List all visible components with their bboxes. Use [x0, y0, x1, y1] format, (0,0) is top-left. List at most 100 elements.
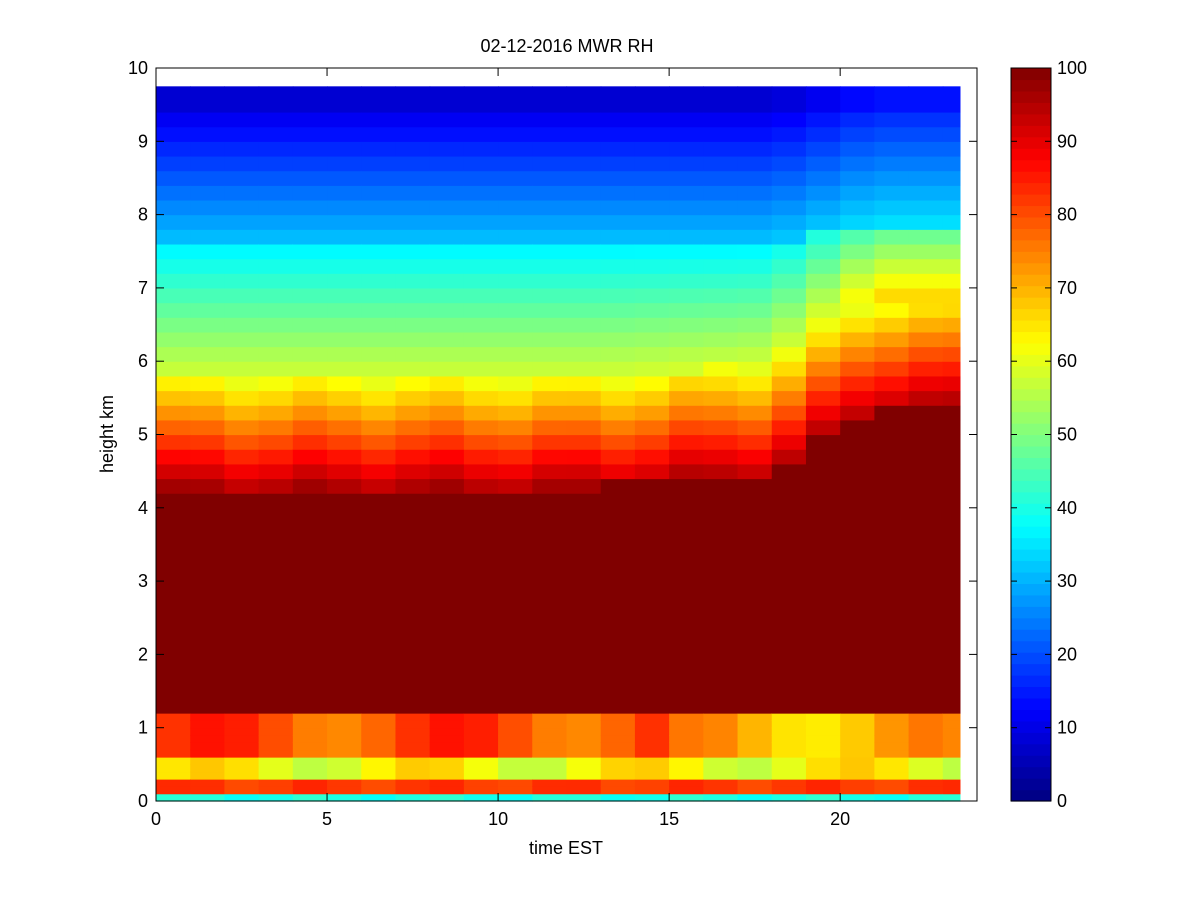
heatmap-cell [737, 449, 773, 465]
heatmap-cell [258, 258, 294, 274]
heatmap-cell [156, 727, 191, 736]
heatmap-cell [703, 478, 739, 494]
heatmap-cell [327, 757, 362, 765]
heatmap-cell [258, 405, 294, 421]
heatmap-cell [429, 727, 465, 736]
heatmap-cell [395, 111, 431, 128]
colorbar-segment [1011, 526, 1051, 539]
heatmap-cell [634, 727, 670, 736]
heatmap-cell [908, 273, 944, 289]
heatmap-cell [258, 346, 294, 362]
heatmap-cell [327, 434, 362, 450]
heatmap-cell [908, 199, 944, 216]
heatmap-cell [566, 126, 602, 142]
heatmap-cell [874, 727, 910, 736]
heatmap-cell [908, 727, 944, 736]
heatmap-cell [498, 317, 533, 333]
heatmap-cell [190, 126, 226, 142]
heatmap-cell [463, 229, 499, 245]
heatmap-cell [840, 214, 875, 230]
heatmap-cell [327, 229, 362, 245]
heatmap-cell [532, 617, 568, 655]
heatmap-cell [395, 735, 431, 743]
heatmap-cell [327, 749, 362, 758]
heatmap-cell [190, 654, 226, 692]
heatmap-cell [224, 390, 260, 406]
heatmap-cell [669, 229, 704, 245]
colorbar-segment [1011, 205, 1051, 218]
heatmap-cell [703, 793, 739, 802]
heatmap-cell [908, 229, 944, 245]
heatmap-cell [634, 287, 670, 304]
heatmap-cell [532, 346, 568, 362]
heatmap-cell [156, 141, 191, 157]
heatmap-cell [156, 449, 191, 465]
heatmap-cell [361, 713, 397, 721]
heatmap-cell [566, 155, 602, 172]
heatmap-cell [805, 742, 841, 751]
heatmap-cell [463, 419, 499, 436]
heatmap-cell [908, 141, 944, 157]
heatmap-cell [600, 742, 636, 751]
heatmap-cell [190, 214, 226, 230]
heatmap-cell [395, 779, 431, 787]
heatmap-cell [669, 720, 704, 729]
heatmap-cell [942, 786, 961, 795]
heatmap-cell [669, 463, 704, 480]
heatmap-cell [361, 155, 397, 172]
heatmap-cell [942, 713, 961, 721]
heatmap-cell [156, 346, 191, 362]
heatmap-cell [463, 749, 499, 758]
heatmap-cell [942, 493, 961, 509]
colorbar-segment [1011, 468, 1051, 481]
colorbar-segment [1011, 709, 1051, 722]
y-tick-label: 6 [138, 351, 148, 371]
heatmap-cell [429, 742, 465, 751]
heatmap-cell [634, 771, 670, 780]
heatmap-cell [156, 793, 191, 802]
heatmap-cell [805, 141, 841, 157]
heatmap-cell [737, 243, 773, 260]
heatmap-cell [840, 449, 875, 465]
heatmap-cell [600, 727, 636, 736]
heatmap-cell [156, 478, 191, 494]
heatmap-cell [327, 764, 362, 773]
heatmap-cell [498, 742, 533, 751]
heatmap-cell [737, 544, 773, 582]
heatmap-cell [874, 361, 910, 377]
heatmap-cell [908, 742, 944, 751]
heatmap-cell [327, 735, 362, 743]
heatmap-cell [942, 126, 961, 142]
heatmap-cell [429, 141, 465, 157]
heatmap-cell [805, 544, 841, 582]
heatmap-cell [805, 463, 841, 480]
heatmap-cell [566, 170, 602, 186]
heatmap-cell [429, 243, 465, 260]
colorbar-segment [1011, 285, 1051, 298]
heatmap-cell [874, 229, 910, 245]
heatmap-cell [771, 214, 807, 230]
heatmap-cell [771, 463, 807, 480]
heatmap-cell [498, 390, 533, 406]
heatmap-cell [498, 434, 533, 450]
heatmap-cell [600, 141, 636, 157]
heatmap-cell [395, 771, 431, 780]
heatmap-cell [703, 434, 739, 450]
colorbar-segment [1011, 755, 1051, 768]
heatmap-cell [703, 507, 739, 546]
heatmap-cell [190, 749, 226, 758]
heatmap-cell [840, 713, 875, 721]
y-tick-label: 2 [138, 644, 148, 664]
heatmap-cell [634, 141, 670, 157]
colorbar-segment [1011, 216, 1051, 229]
heatmap-cell [258, 581, 294, 619]
heatmap-cell [532, 390, 568, 406]
colorbar-segment [1011, 136, 1051, 149]
heatmap-cell [566, 287, 602, 304]
heatmap-cell [429, 434, 465, 450]
colorbar-segment [1011, 663, 1051, 676]
heatmap-cell [634, 713, 670, 721]
heatmap-cell [669, 434, 704, 450]
heatmap-cell [703, 757, 739, 765]
heatmap-cell [840, 771, 875, 780]
